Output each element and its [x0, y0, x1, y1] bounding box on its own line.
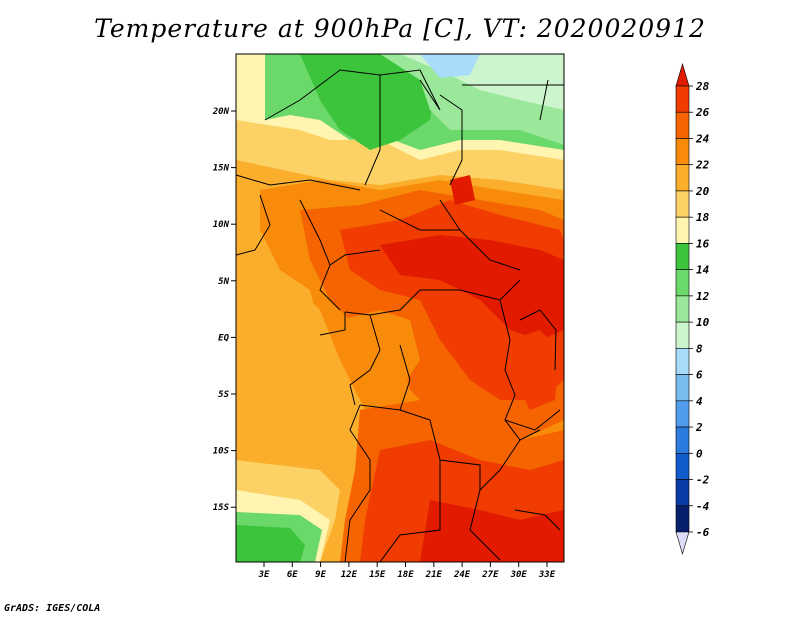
- lon-label: 6E: [287, 570, 298, 580]
- longitude-axis: 3E 6E 9E 12E 15E 18E 21E 24E 27E 30E 33E: [258, 562, 556, 580]
- colorbar-swatch: [675, 479, 690, 507]
- colorbar-label: -6: [696, 526, 710, 539]
- map-frame: [235, 53, 565, 563]
- colorbar-swatch: [675, 269, 690, 297]
- colorbar-label: 10: [696, 316, 710, 329]
- colorbar-label: 8: [696, 342, 703, 355]
- lon-label: 21E: [425, 570, 443, 580]
- colorbar-swatch: [675, 243, 690, 270]
- colorbar-bottom-arrow: [675, 531, 690, 556]
- lat-label: 5N: [218, 277, 229, 287]
- colorbar-label: 0: [696, 447, 703, 460]
- lon-label: 18E: [397, 570, 414, 580]
- lat-label: 20N: [212, 107, 230, 117]
- colorbar-label: 6: [696, 369, 703, 382]
- colorbar-label: 16: [696, 237, 710, 250]
- colorbar-swatch: [675, 111, 690, 139]
- country-borders: [235, 69, 564, 563]
- lon-label: 27E: [481, 570, 499, 580]
- colorbar-label: 26: [695, 106, 710, 119]
- colorbar-swatch: [675, 348, 690, 375]
- map-title: Temperature at 900hPa [C], VT: 202002091…: [94, 14, 706, 43]
- colorbar-label: 18: [696, 211, 710, 224]
- colorbar-swatch: [675, 190, 690, 218]
- lat-label: 15S: [213, 503, 230, 513]
- lon-label: 12E: [341, 570, 358, 580]
- colorbar-swatch: [675, 400, 690, 428]
- colorbar-label: 22: [695, 159, 710, 172]
- colorbar-label: 20: [695, 185, 710, 198]
- colorbar-swatch: [675, 85, 690, 113]
- lat-label: 5S: [218, 390, 229, 400]
- lon-label: 24E: [453, 570, 471, 580]
- colorbar-label: 2: [695, 421, 703, 434]
- colorbar-swatch: [675, 321, 690, 349]
- colorbar-swatch: [675, 426, 690, 454]
- colorbar-swatch: [675, 138, 690, 166]
- lon-label: 33E: [538, 570, 556, 580]
- grads-credit: GrADS: IGES/COLA: [4, 603, 101, 614]
- colorbar-label: 4: [696, 395, 703, 408]
- colorbar-swatch: [675, 295, 690, 323]
- lon-label: 9E: [315, 570, 326, 580]
- colorbar-swatch: [675, 374, 690, 402]
- lat-label: 15N: [213, 164, 230, 174]
- colorbar-label: 28: [695, 80, 710, 93]
- colorbar-top-arrow: [675, 62, 690, 87]
- lat-label: 10N: [213, 220, 230, 230]
- colorbar-swatch: [675, 452, 690, 480]
- latitude-axis: 20N 15N 10N 5N EQ 5S 10S 15S: [212, 107, 236, 513]
- colorbar-label: -4: [696, 500, 710, 513]
- lon-label: 3E: [258, 570, 270, 580]
- colorbar-label: 14: [696, 264, 710, 277]
- colorbar-swatch: [675, 216, 690, 244]
- temperature-field: [236, 54, 564, 562]
- colorbar-label: 24: [695, 132, 710, 145]
- lon-label: 15E: [369, 570, 386, 580]
- colorbar-label: -2: [696, 474, 710, 487]
- lat-label: 10S: [213, 447, 230, 457]
- colorbar-label: 12: [696, 290, 710, 303]
- lat-label: EQ: [218, 333, 229, 343]
- colorbar-swatch: [675, 505, 690, 533]
- lon-label: 30E: [510, 570, 528, 580]
- colorbar-swatch: [675, 164, 690, 192]
